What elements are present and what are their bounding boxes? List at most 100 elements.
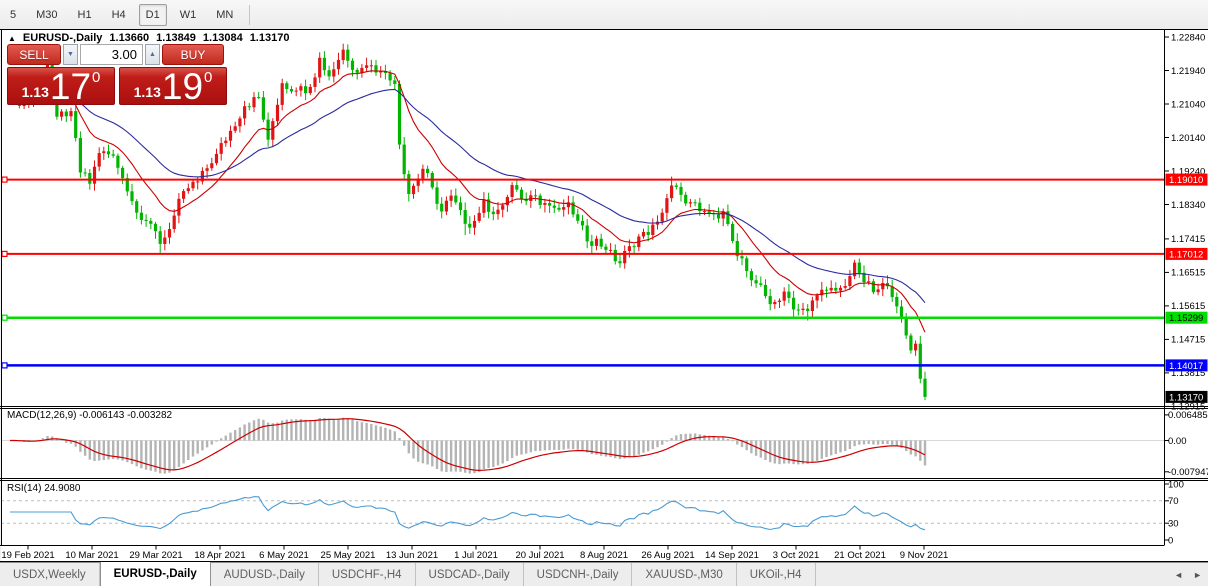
chart-tab-bar: USDX,Weekly EURUSD-,Daily AUDUSD-,Daily USD… [0,562,1208,586]
price-tick-label: 1.18340 [1171,200,1205,211]
level-badge-1.14017: 1.14017 [1169,361,1203,372]
tab-scroll-left-icon[interactable]: ◄ [1174,570,1184,580]
timeframe-button-d1[interactable]: D1 [138,3,167,26]
date-label: 9 Nov 2021 [900,550,949,561]
date-label: 20 Jul 2021 [515,550,564,561]
chart-canvas[interactable]: 1.22840 1.21940 1.21040 1.20140 1.19240 1.183… [0,29,1208,562]
sell-button[interactable]: SELL [7,44,61,65]
price-tick-label: 1.21040 [1171,99,1205,110]
date-label: 29 Mar 2021 [129,550,182,561]
toolbar-divider [249,4,251,25]
rsi-axis-label: 70 [1168,496,1179,507]
level-badge-1.17012: 1.17012 [1169,249,1203,260]
symbol-name: EURUSD-,Daily [22,32,103,44]
chevron-down-icon: ▼ [67,51,74,58]
date-label: 8 Aug 2021 [580,550,628,561]
rsi-axis-label: 0 [1168,535,1173,546]
date-label: 3 Oct 2021 [773,550,819,561]
ma-slow-line [9,88,926,304]
date-label: 6 May 2021 [259,550,309,561]
timeframe-toolbar: 5 M30 H1 H4 D1 W1 MN [0,0,1208,29]
date-label: 18 Apr 2021 [194,550,245,561]
date-label: 19 Feb 2021 [1,550,54,561]
macd-axis-label: 0.006485 [1168,410,1208,421]
macd-signal-line [10,418,926,472]
rsi-line [10,496,926,531]
price-tick-label: 1.14715 [1171,335,1205,346]
pane-separators[interactable] [0,406,1208,481]
price-tick-label: 1.20140 [1171,133,1205,144]
level-badge-1.15299: 1.15299 [1169,313,1203,324]
macd-axis-label: 0.00 [1168,436,1187,447]
price-axis-strip [1164,29,1208,562]
price-level-badges: 1.19010 1.17012 1.15299 1.14017 1.13170 [1165,173,1208,403]
ohlc-low: 1.13084 [202,32,243,44]
sell-price-small: 1.13 [21,84,49,100]
tab-usdchf-h4[interactable]: USDCHF-,H4 [319,563,416,586]
ma-fast-line [9,70,926,333]
chart-plot-area[interactable] [1,30,1164,545]
price-tick-label: 1.12915 [1171,402,1205,413]
price-tick-label: 1.22840 [1171,32,1205,43]
macd-axis: 0.006485 0.00 -0.007947 [1164,410,1208,478]
buy-price-big: 19 [161,65,204,107]
sell-price-big: 17 [49,65,92,107]
timeframe-button-mn[interactable]: MN [216,8,234,21]
macd-indicator-label: MACD(12,26,9) -0.006143 -0.003282 [7,410,173,421]
price-tick-label: 1.17415 [1171,234,1205,245]
timeframe-button-5[interactable]: 5 [10,8,17,21]
ohlc-close: 1.13170 [249,32,290,44]
level-badge-1.13170: 1.13170 [1169,392,1203,403]
volume-decrease-button[interactable]: ▼ [63,44,78,65]
one-click-trading-panel: SELL ▼ ▲ BUY 1.13 17 0 1.13 19 [7,44,228,105]
tab-usdx-weekly[interactable]: USDX,Weekly [0,563,100,586]
volume-increase-button[interactable]: ▲ [145,44,160,65]
tab-usdcnh-daily[interactable]: USDCNH-,Daily [524,563,633,586]
level-badge-1.19010: 1.19010 [1169,175,1203,186]
tab-eurusd-daily[interactable]: EURUSD-,Daily [99,562,211,586]
date-axis-strip [1,546,1164,561]
collapse-arrow-icon[interactable]: ▲ [8,33,16,43]
date-label: 25 May 2021 [321,550,376,561]
date-axis: 19 Feb 2021 10 Mar 2021 29 Mar 2021 18 Apr … [1,545,949,561]
chart-frame [0,29,1208,562]
price-tick-label: 1.19240 [1171,166,1205,177]
rsi-axis-label: 100 [1168,479,1184,490]
chevron-up-icon: ▲ [149,51,156,58]
ohlc-open: 1.13660 [109,32,150,44]
tab-ukoil-h4[interactable]: UKOil-,H4 [737,563,816,586]
buy-price-sup: 0 [204,69,213,86]
timeframe-button-m30[interactable]: M30 [36,8,58,21]
macd-histogram [13,417,927,474]
date-label: 21 Oct 2021 [834,550,886,561]
date-label: 10 Mar 2021 [65,550,118,561]
volume-input[interactable] [80,44,143,65]
buy-price-small: 1.13 [133,84,161,100]
rsi-axis-label: 30 [1168,519,1179,530]
date-label: 1 Jul 2021 [454,550,498,561]
price-tick-label: 1.13815 [1171,368,1205,379]
date-label: 14 Sep 2021 [705,550,759,561]
macd-axis-label: -0.007947 [1168,467,1208,478]
tab-scroll-right-icon[interactable]: ► [1193,570,1202,580]
timeframe-button-h4[interactable]: H4 [111,8,126,21]
price-tick-label: 1.16515 [1171,268,1205,279]
date-label: 13 Jun 2021 [386,550,438,561]
timeframe-button-h1[interactable]: H1 [77,8,92,21]
rsi-axis: 100 70 30 0 [1164,479,1184,546]
price-axis: 1.22840 1.21940 1.21040 1.20140 1.19240 1.183… [1164,32,1205,413]
timeframe-button-w1[interactable]: W1 [179,8,197,21]
price-tick-label: 1.15615 [1171,301,1205,312]
buy-button[interactable]: BUY [162,44,224,65]
buy-price-display[interactable]: 1.13 19 0 [119,67,227,105]
tab-scroll-controls: ◄ ► [1174,563,1202,586]
tab-usdcad-daily[interactable]: USDCAD-,Daily [416,563,524,586]
sell-price-display[interactable]: 1.13 17 0 [7,67,115,105]
rsi-indicator-label: RSI(14) 24.9080 [7,483,81,494]
symbol-ohlc-line: ▲ EURUSD-,Daily 1.13660 1.13849 1.13084 … [8,32,289,44]
price-tick-label: 1.21940 [1171,66,1205,77]
sell-price-sup: 0 [92,69,101,86]
tab-audusd-daily[interactable]: AUDUSD-,Daily [211,563,319,586]
tab-xauusd-m30[interactable]: XAUUSD-,M30 [632,563,737,586]
